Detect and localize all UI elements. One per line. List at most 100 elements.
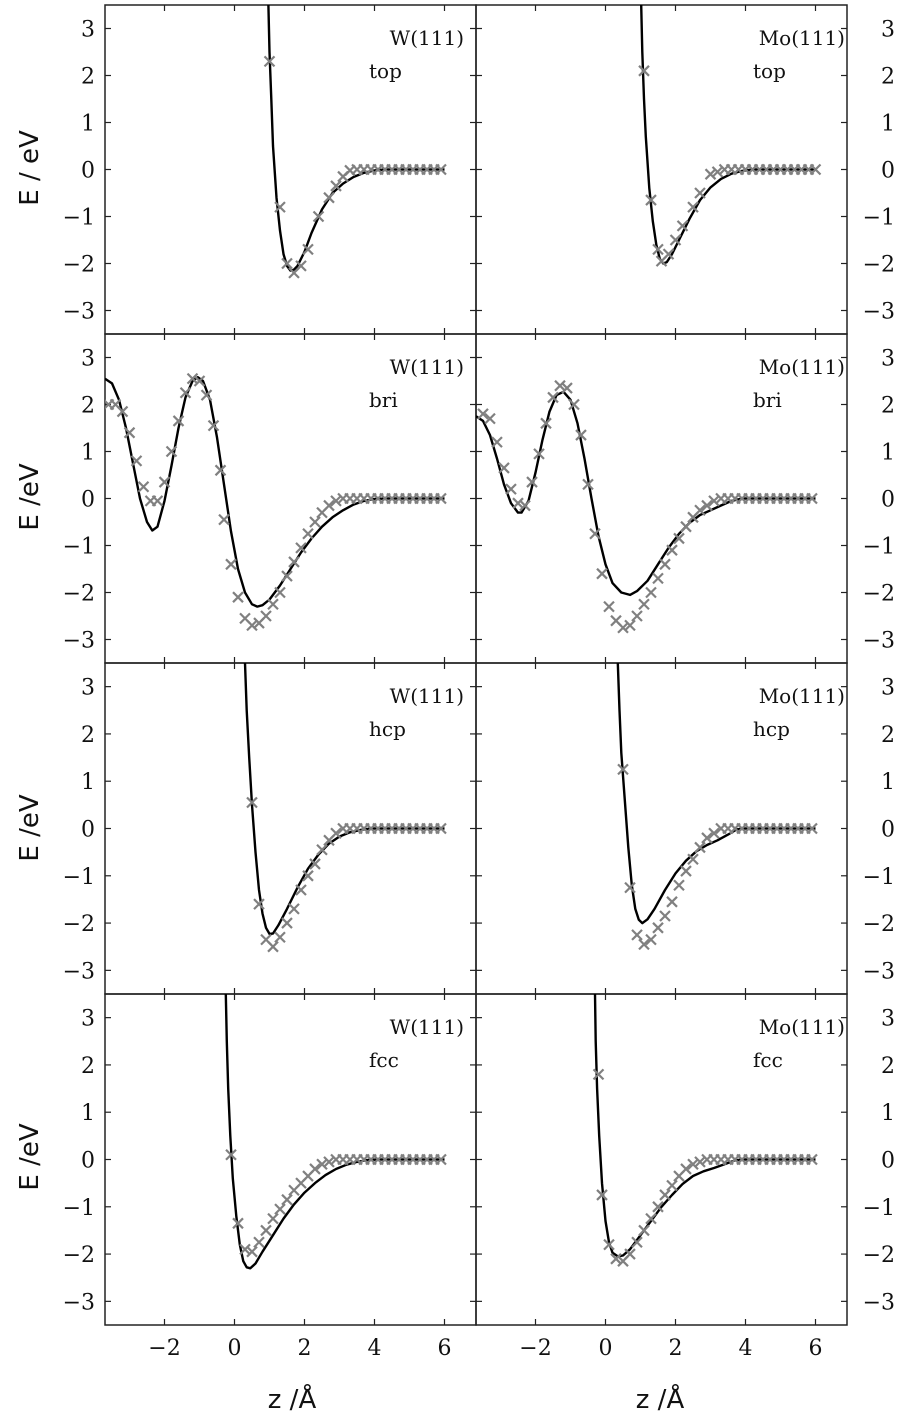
x-tick-label: 2 (669, 1336, 683, 1361)
y-tick-label: −3 (63, 1290, 95, 1315)
x-tick-label: 0 (599, 1336, 613, 1361)
data-marker (316, 844, 328, 856)
data-marker (260, 610, 272, 622)
panel-label-surface: W(111) (390, 355, 464, 379)
data-marker (711, 166, 724, 178)
y-tick-label: 3 (81, 18, 95, 43)
marker-stroke (246, 619, 258, 632)
data-marker (662, 248, 675, 260)
marker-stroke (645, 586, 657, 599)
marker-stroke (186, 372, 199, 385)
data-marker (158, 476, 171, 488)
marker-stroke (288, 903, 300, 915)
x-tick-label: 6 (809, 1336, 823, 1361)
marker-stroke (498, 462, 510, 474)
marker-stroke (676, 220, 689, 232)
marker-stroke (711, 166, 724, 178)
marker-stroke (253, 898, 265, 910)
fit-line (616, 663, 816, 925)
data-marker (116, 405, 129, 418)
data-marker (267, 940, 279, 953)
marker-series (263, 55, 447, 279)
data-marker (491, 436, 503, 448)
panel-label-site: top (753, 59, 786, 83)
data-marker (179, 386, 192, 399)
y-tick-label: 2 (81, 65, 95, 90)
panel-label-site: bri (753, 388, 782, 412)
marker-stroke (624, 619, 636, 632)
marker-stroke (687, 853, 699, 866)
marker-stroke (680, 520, 692, 533)
data-marker (225, 558, 237, 571)
marker-stroke (435, 163, 447, 176)
marker-stroke (295, 542, 307, 554)
ylabels-layer: E / eV E /eV E /eV E /eV (15, 130, 45, 1191)
data-marker (323, 1156, 335, 1168)
data-marker (193, 375, 206, 387)
data-marker (694, 1156, 706, 1168)
y-tick-label: −2 (863, 1243, 895, 1268)
data-marker (130, 455, 143, 467)
y-tick-label: −3 (863, 959, 895, 984)
marker-stroke (302, 243, 314, 256)
data-marker (806, 1153, 818, 1166)
panel-label-site: bri (369, 388, 398, 412)
y-tick-label: −1 (63, 535, 95, 560)
data-marker (638, 938, 650, 951)
data-marker (330, 180, 342, 192)
data-marker (704, 168, 717, 180)
data-marker (596, 1189, 608, 1201)
marker-stroke (809, 163, 822, 176)
data-marker (274, 1203, 286, 1215)
marker-stroke (123, 426, 136, 439)
data-marker (645, 194, 657, 206)
marker-stroke (554, 379, 566, 392)
data-marker (694, 841, 706, 854)
marker-stroke (666, 544, 678, 556)
data-marker (701, 499, 713, 512)
marker-stroke (631, 929, 643, 941)
marker-stroke (193, 375, 206, 387)
data-marker (232, 591, 244, 603)
y-tick-label: 3 (81, 676, 95, 701)
marker-series (246, 796, 447, 953)
data-marker (312, 210, 325, 223)
marker-stroke (207, 419, 220, 432)
marker-stroke (330, 495, 342, 507)
marker-stroke (568, 398, 580, 411)
marker-stroke (662, 248, 675, 260)
data-marker (274, 201, 286, 213)
marker-stroke (561, 382, 573, 394)
data-marker (666, 896, 678, 908)
marker-stroke (179, 386, 192, 399)
y-tick-label: 0 (881, 159, 895, 184)
marker-stroke (547, 391, 559, 404)
marker-stroke (701, 499, 713, 512)
panel-w111-hcp: −3 −2 −1 0 1 2 3 W(111) hcp (63, 662, 477, 995)
y-tick-label: 1 (881, 441, 895, 466)
data-marker (592, 1068, 605, 1081)
y-tick-label: −1 (63, 865, 95, 890)
data-marker (540, 417, 552, 430)
marker-stroke (603, 1238, 615, 1251)
data-marker (505, 483, 517, 495)
marker-stroke (645, 1212, 657, 1225)
x-tick-label: 2 (298, 1336, 312, 1361)
fit-line (476, 390, 816, 597)
data-marker (151, 495, 164, 507)
data-marker (253, 898, 265, 910)
marker-stroke (610, 1253, 622, 1265)
y-tick-label: 1 (881, 112, 895, 137)
marker-stroke (638, 65, 650, 77)
y-axis-title-row-2: E /eV (15, 463, 45, 530)
data-marker (638, 1224, 650, 1237)
marker-stroke (274, 931, 286, 944)
data-marker (281, 257, 293, 270)
marker-stroke (218, 513, 230, 526)
panel-label-site: hcp (753, 717, 790, 741)
marker-stroke (477, 408, 489, 420)
data-marker (218, 513, 230, 526)
marker-stroke (330, 180, 342, 192)
data-marker (680, 865, 692, 877)
